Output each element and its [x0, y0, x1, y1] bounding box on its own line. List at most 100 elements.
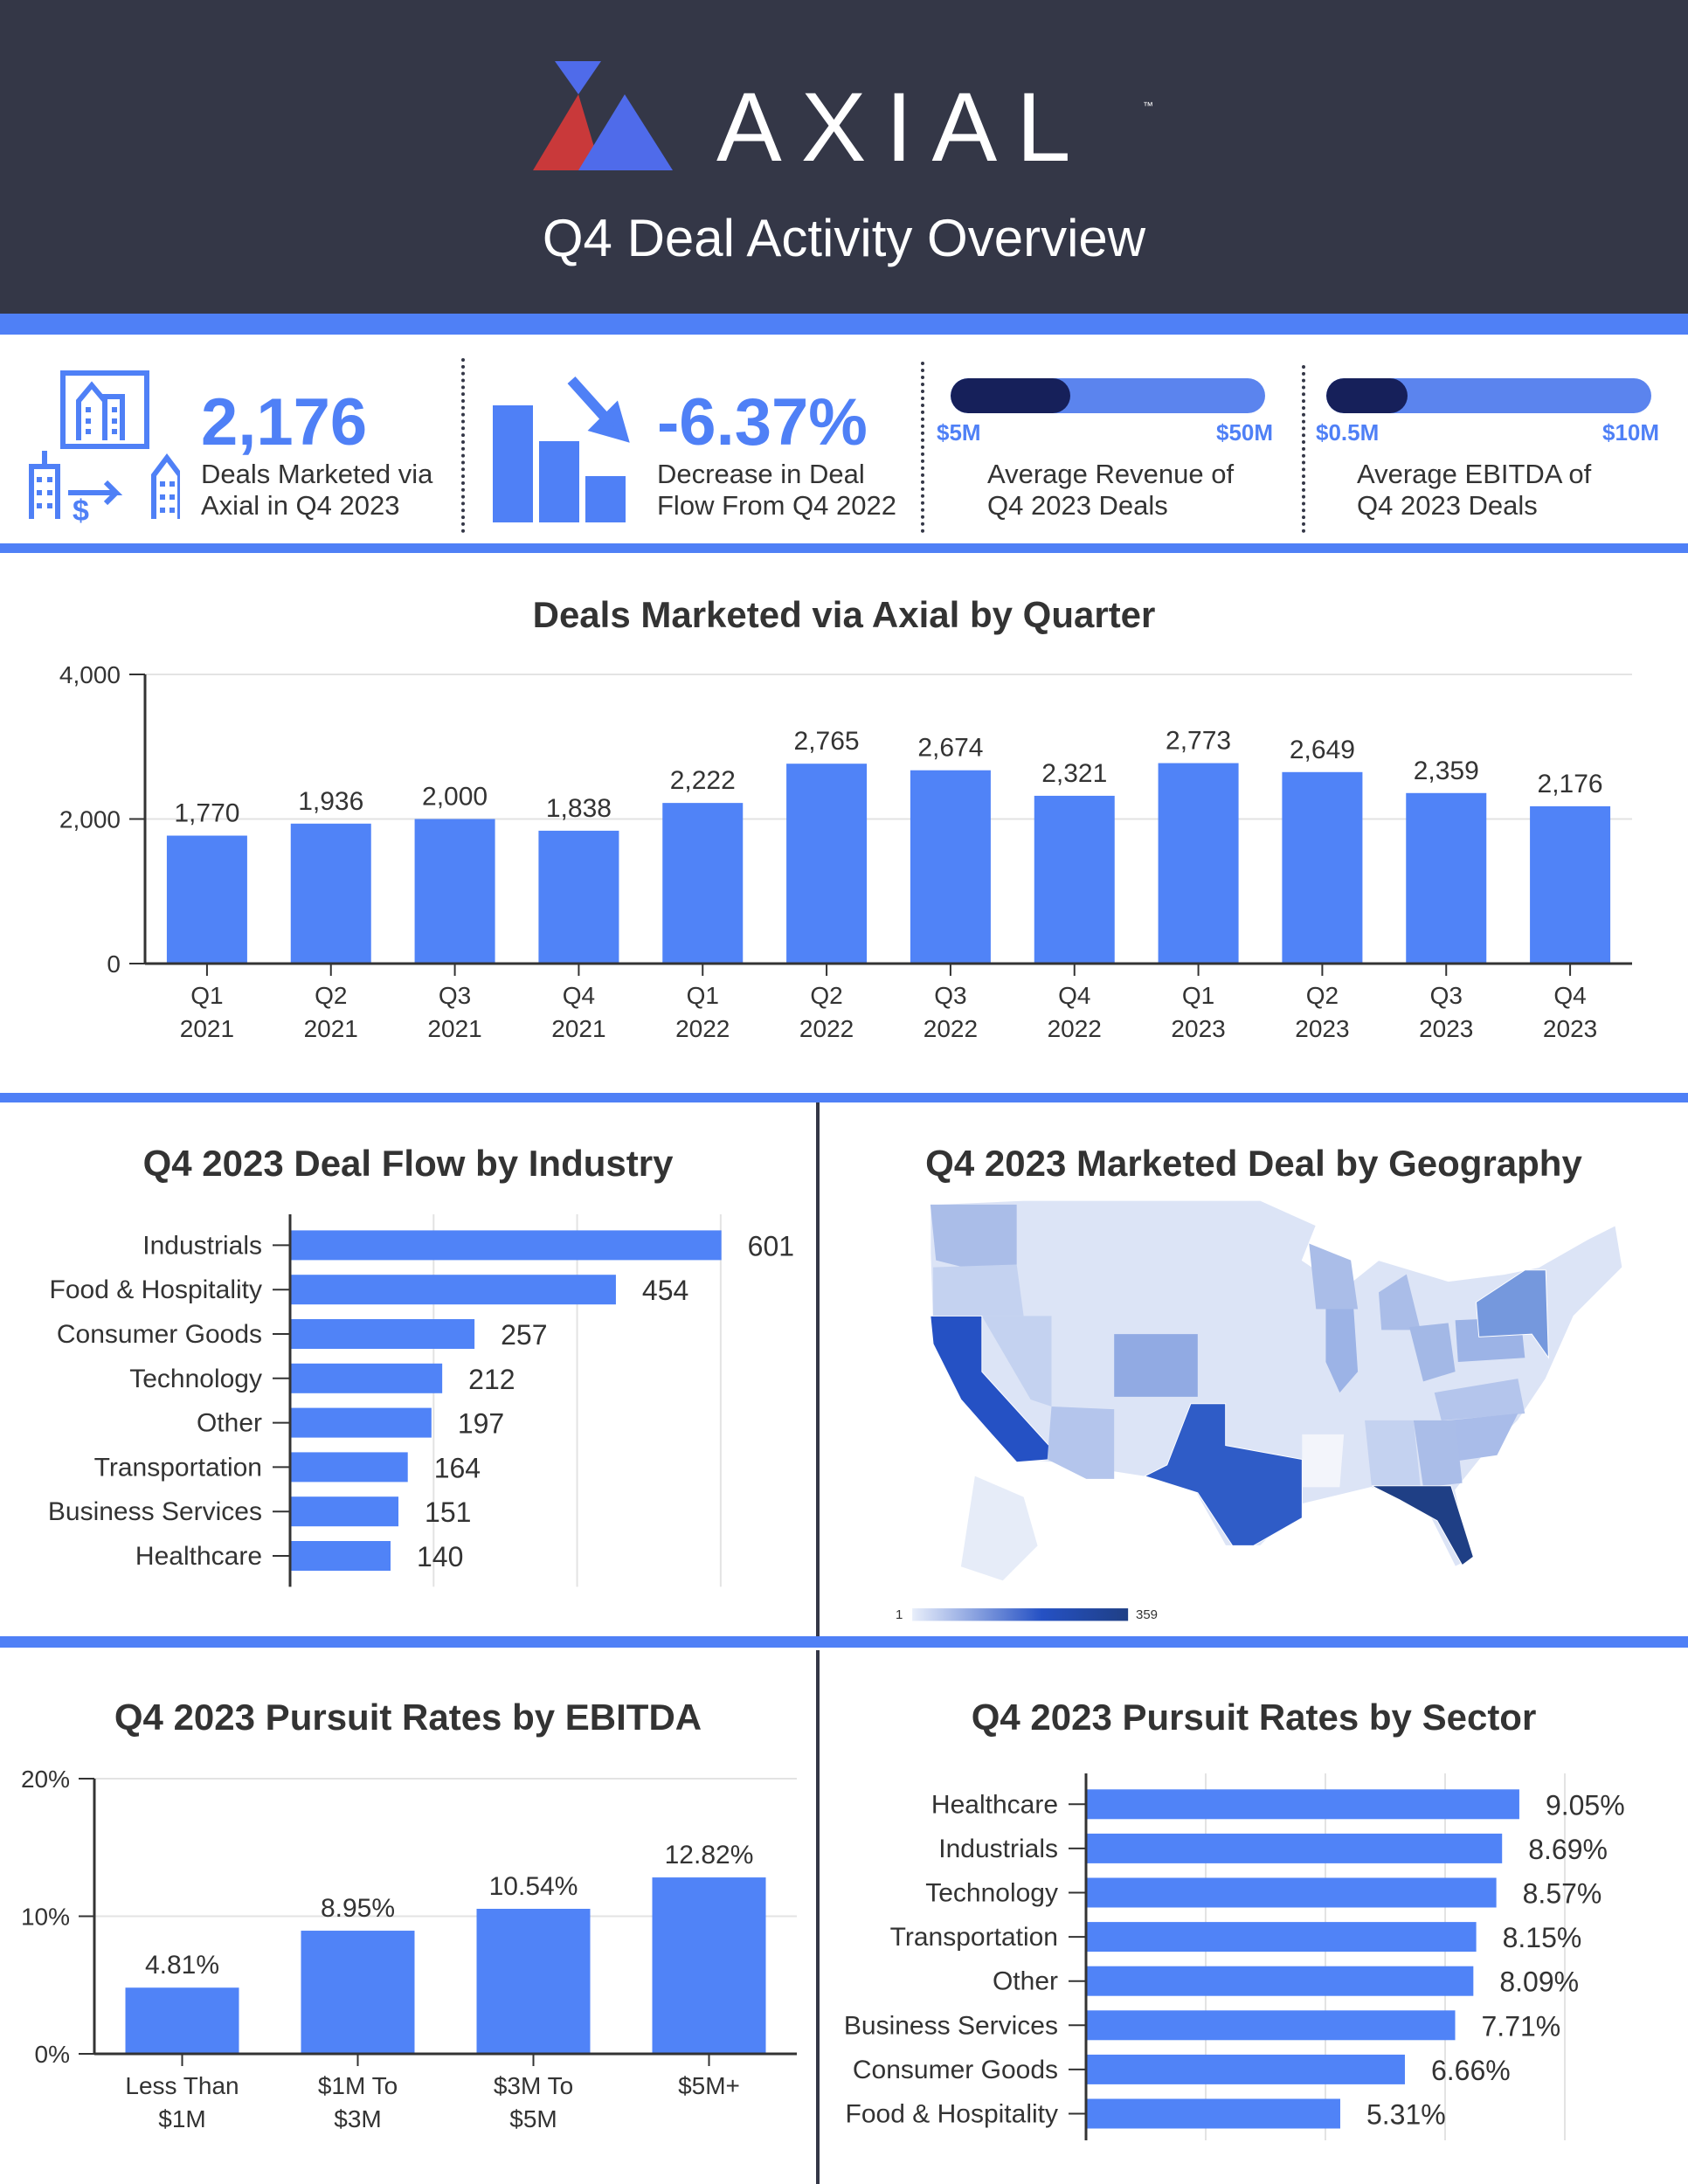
bar — [290, 1363, 443, 1393]
x-tick-label: Q1 — [687, 982, 719, 1009]
category-label: Food & Hospitality — [846, 2100, 1058, 2129]
y-tick-label: 4,000 — [59, 661, 121, 688]
category-label: Business Services — [844, 2011, 1058, 2040]
revenue-range-bar — [951, 378, 1265, 413]
data-label: 2,674 — [917, 734, 983, 763]
x-tick-label: 2021 — [427, 1015, 481, 1042]
divider — [816, 1102, 820, 1636]
data-label: 2,765 — [794, 727, 860, 756]
data-label: 2,359 — [1414, 757, 1479, 785]
data-label: 8.09% — [1499, 1966, 1579, 1998]
x-tick-label: 2022 — [924, 1015, 978, 1042]
bar — [290, 823, 371, 964]
sector-chart-title: Q4 2023 Pursuit Rates by Sector — [971, 1697, 1537, 1738]
data-label: 2,773 — [1166, 727, 1231, 756]
data-label: 1,838 — [546, 794, 612, 823]
data-label: 140 — [417, 1541, 463, 1572]
kpi-change-value: -6.37% — [657, 385, 868, 460]
x-tick-label: 2021 — [551, 1015, 605, 1042]
bar — [166, 835, 247, 964]
x-tick-label: $3M — [334, 2105, 381, 2132]
bar — [1530, 805, 1611, 964]
y-tick-label: 0 — [107, 950, 121, 978]
category-label: Healthcare — [931, 1790, 1058, 1819]
revenue-min: $5M — [937, 419, 981, 446]
kpi-ebitda-label: Average EBITDA of Q4 2023 Deals — [1357, 459, 1592, 521]
x-tick-label: 2023 — [1171, 1015, 1225, 1042]
data-label: 1,936 — [298, 787, 363, 816]
data-label: 197 — [458, 1408, 504, 1440]
bar — [290, 1407, 432, 1438]
divider — [921, 362, 924, 533]
bar — [662, 803, 744, 964]
category-label: Technology — [129, 1365, 262, 1393]
data-label: 2,649 — [1290, 736, 1355, 764]
bar — [538, 830, 619, 964]
x-tick-label: Q2 — [315, 982, 347, 1009]
map-legend-max: 359 — [1136, 1607, 1159, 1622]
x-tick-label: Q1 — [190, 982, 223, 1009]
y-tick-label: 0% — [35, 2041, 70, 2068]
data-label: 9.05% — [1546, 1789, 1625, 1821]
data-label: 6.66% — [1431, 2055, 1511, 2086]
category-label: Industrials — [142, 1231, 262, 1260]
ebitda-chart-title: Q4 2023 Pursuit Rates by EBITDA — [114, 1697, 702, 1738]
ebitda-pursuit-chart: 0% 10% 20% 4.81% Less Than $1M 8.95% $1M To $3M 1… — [21, 1766, 797, 2132]
axial-logo-icon — [533, 61, 673, 170]
geography-chart-title: Q4 2023 Marketed Deal by Geography — [925, 1143, 1582, 1184]
data-label: 212 — [468, 1364, 515, 1395]
category-label: Transportation — [890, 1923, 1058, 1952]
bar — [290, 1230, 722, 1261]
x-tick-label: Q4 — [1553, 982, 1586, 1009]
x-tick-label: Q1 — [1182, 982, 1214, 1009]
bar — [290, 1541, 391, 1571]
data-label: 2,000 — [422, 783, 488, 812]
revenue-range-fill — [951, 378, 1070, 413]
data-label: 4.81% — [145, 1951, 219, 1980]
bar — [1034, 795, 1115, 964]
map-legend-min: 1 — [896, 1607, 903, 1622]
data-label: 8.95% — [321, 1894, 395, 1923]
category-label: Business Services — [48, 1497, 262, 1526]
data-label: 8.57% — [1523, 1878, 1602, 1910]
bar — [1086, 1833, 1503, 1863]
bar — [910, 770, 991, 964]
bar — [301, 1931, 415, 2054]
bar — [786, 764, 868, 964]
kpi-revenue-label: Average Revenue of Q4 2023 Deals — [987, 459, 1235, 521]
bar — [1158, 763, 1239, 964]
x-tick-label: $3M To — [494, 2072, 573, 2099]
bar — [290, 1452, 408, 1482]
data-label: 151 — [425, 1496, 471, 1528]
bar — [1086, 2010, 1456, 2041]
data-label: 10.54% — [489, 1872, 578, 1901]
data-label: 8.15% — [1503, 1922, 1582, 1953]
ebitda-min: $0.5M — [1316, 419, 1380, 446]
category-label: Food & Hospitality — [50, 1275, 262, 1304]
x-tick-label: Q2 — [810, 982, 842, 1009]
x-tick-label: $5M — [509, 2105, 557, 2132]
trademark: ™ — [1143, 100, 1153, 112]
ebitda-range-bar — [1326, 378, 1651, 413]
y-tick-label: 20% — [21, 1766, 70, 1793]
divider — [816, 1650, 820, 2184]
bar — [1406, 792, 1487, 964]
category-label: Other — [993, 1967, 1058, 1996]
x-tick-label: 2022 — [675, 1015, 730, 1042]
x-tick-label: $5M+ — [678, 2072, 740, 2099]
data-label: 5.31% — [1366, 2099, 1446, 2131]
x-tick-label: Q4 — [563, 982, 595, 1009]
x-tick-label: Q3 — [934, 982, 966, 1009]
kpi-deals-value: 2,176 — [201, 385, 368, 460]
x-tick-label: 2021 — [304, 1015, 358, 1042]
bar — [652, 1877, 766, 2054]
x-tick-label: 2021 — [180, 1015, 234, 1042]
category-label: Consumer Goods — [57, 1320, 262, 1349]
data-label: 601 — [748, 1230, 794, 1261]
divider — [461, 358, 465, 533]
revenue-max: $50M — [1216, 419, 1274, 446]
data-label: 164 — [434, 1452, 481, 1483]
data-label: 8.69% — [1528, 1834, 1608, 1865]
x-tick-label: Q2 — [1306, 982, 1339, 1009]
y-tick-label: 10% — [21, 1904, 70, 1931]
